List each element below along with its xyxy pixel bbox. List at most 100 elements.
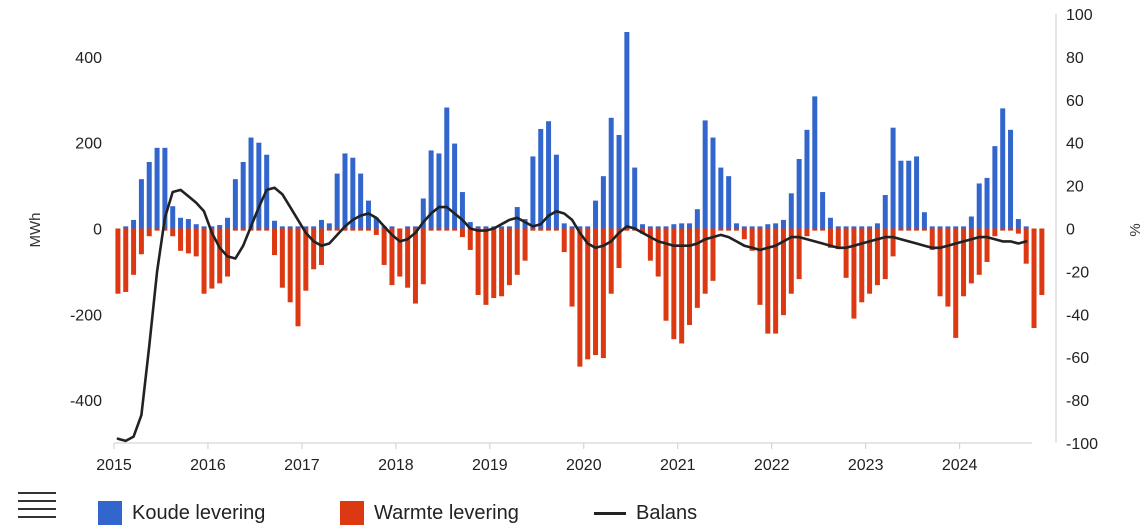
y-tick-label: 200: [75, 136, 102, 153]
warmte-bar: [616, 228, 622, 268]
koude-bar: [217, 225, 223, 229]
warmte-bar: [640, 228, 646, 234]
warmte-bar: [350, 228, 356, 231]
koude-bar: [459, 192, 465, 229]
warmte-bar: [185, 228, 191, 254]
koude-bar: [389, 226, 395, 229]
warmte-bar: [123, 228, 129, 292]
warmte-bar: [906, 228, 912, 231]
koude-bar: [358, 173, 364, 229]
koude-bar: [702, 120, 708, 229]
warmte-bar: [162, 228, 168, 231]
warmte-bar: [961, 228, 967, 297]
legend-item-warmte[interactable]: Warmte levering: [340, 498, 519, 528]
warmte-bar: [232, 228, 238, 231]
warmte-bar: [334, 228, 340, 231]
warmte-bar: [679, 228, 685, 344]
koude-bar: [827, 217, 833, 229]
koude-bar: [937, 226, 943, 229]
warmte-bar: [1031, 228, 1037, 329]
warmte-bar: [514, 228, 520, 275]
koude-bar: [154, 147, 160, 229]
warmte-bar: [397, 228, 403, 277]
koude-bar: [780, 219, 786, 229]
koude-bar: [272, 220, 278, 229]
warmte-bar: [718, 228, 724, 231]
y2-tick-label: 0: [1066, 222, 1075, 239]
y-axis-title: MWh: [27, 213, 44, 248]
warmte-bar: [115, 228, 121, 294]
koude-bar: [444, 107, 450, 229]
koude-bars: [115, 32, 1029, 229]
legend-line-balans: [594, 511, 626, 515]
koude-bar: [201, 226, 207, 229]
warmte-bar: [459, 228, 465, 238]
warmte-bar: [217, 228, 223, 284]
koude-bar: [874, 223, 880, 229]
warmte-bar: [867, 228, 873, 294]
warmte-bar: [937, 228, 943, 297]
warmte-bar: [929, 228, 935, 250]
warmte-bar: [287, 228, 293, 303]
warmte-bar: [499, 228, 505, 297]
warmte-bar: [577, 228, 583, 367]
koude-bar: [240, 162, 246, 229]
koude-bar: [350, 157, 356, 229]
koude-bar: [420, 198, 426, 229]
koude-bar: [585, 226, 591, 229]
koude-bar: [412, 226, 418, 229]
warmte-bar: [914, 228, 920, 231]
legend-label-koude: Koude levering: [132, 501, 266, 524]
koude-bar: [890, 127, 896, 229]
x-tick-label: 2021: [660, 457, 696, 474]
koude-bar: [146, 162, 152, 229]
y2-tick-label: 80: [1066, 50, 1084, 67]
koude-bar: [209, 226, 215, 229]
warmte-bar: [538, 228, 544, 231]
koude-bar: [859, 226, 865, 229]
y2-axis-ticks: 100 80 60 40 20 0 -20 -40 -60 -80 -100: [1066, 7, 1098, 453]
warmte-bar: [256, 228, 262, 231]
koude-bar: [193, 224, 199, 229]
koude-bar: [804, 129, 810, 229]
koude-bar: [679, 223, 685, 229]
warmte-bar: [506, 228, 512, 286]
warmte-bar: [780, 228, 786, 316]
warmte-bar: [976, 228, 982, 275]
koude-bar: [326, 223, 332, 229]
koude-bar: [671, 224, 677, 229]
koude-bar: [741, 226, 747, 229]
y2-tick-label: 60: [1066, 93, 1084, 110]
warmte-bar: [209, 228, 215, 289]
legend-item-koude[interactable]: Koude levering: [98, 498, 265, 528]
warmte-bar: [303, 228, 309, 291]
x-tick-label: 2022: [754, 457, 790, 474]
warmte-bar: [1039, 228, 1045, 295]
warmte-bar: [663, 228, 669, 321]
koude-bar: [342, 153, 348, 229]
legend-swatch-koude: [98, 501, 122, 525]
koude-bar: [835, 226, 841, 229]
koude-bar: [968, 216, 974, 229]
koude-bar: [733, 223, 739, 229]
koude-bar: [138, 179, 144, 229]
warmte-bar: [420, 228, 426, 285]
legend-item-balans[interactable]: Balans: [594, 498, 697, 528]
y2-tick-label: 100: [1066, 7, 1093, 24]
koude-bar: [452, 143, 458, 229]
koude-bar: [185, 219, 191, 229]
warmte-bar: [749, 228, 755, 251]
warmte-bar: [600, 228, 606, 359]
y-tick-label: 0: [93, 222, 102, 239]
koude-bar: [334, 173, 340, 229]
warmte-bars: [115, 228, 1045, 367]
koude-bar: [726, 176, 732, 229]
hamburger-menu-icon[interactable]: [18, 488, 58, 522]
warmte-bar: [225, 228, 231, 277]
warmte-bar: [694, 228, 700, 308]
warmte-bar: [1015, 228, 1021, 234]
warmte-bar: [272, 228, 278, 256]
warmte-bar: [138, 228, 144, 255]
koude-bar: [992, 146, 998, 229]
warmte-bar: [381, 228, 387, 265]
